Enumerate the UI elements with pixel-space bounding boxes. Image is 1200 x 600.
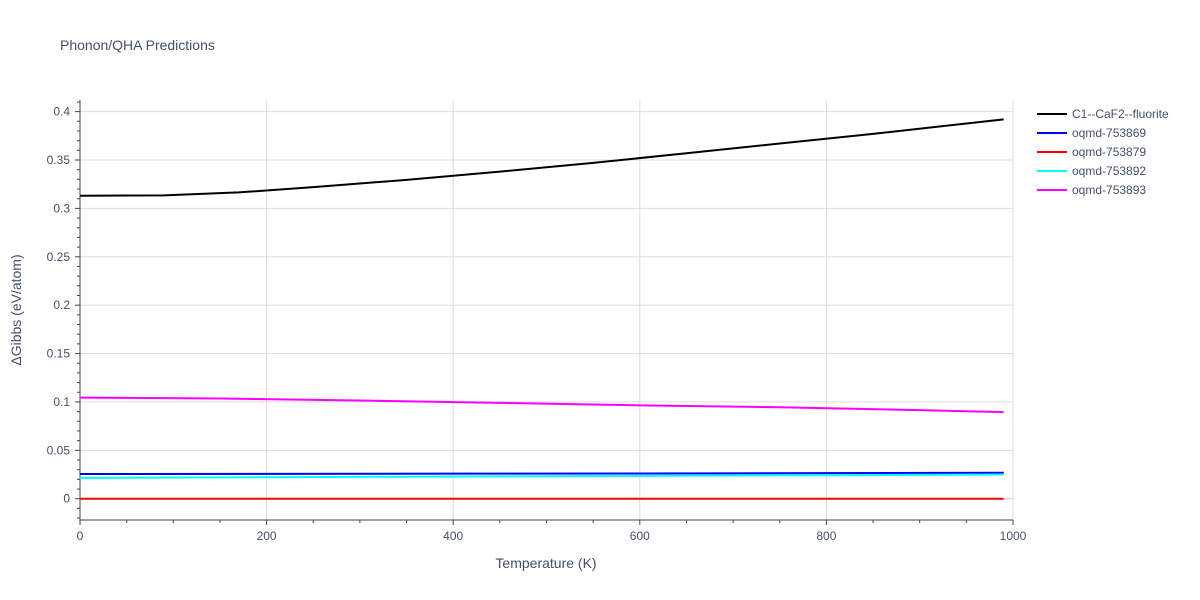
legend-label: oqmd-753869 <box>1072 126 1146 140</box>
y-tick-label: 0 <box>63 492 70 506</box>
series-lines <box>79 118 1004 500</box>
series-line-oqmd-753892[interactable] <box>79 473 1004 479</box>
y-tick-label: 0.05 <box>47 443 71 457</box>
y-axis-title: ΔGibbs (eV/atom) <box>8 254 24 365</box>
x-tick-label: 200 <box>257 529 277 543</box>
legend-item[interactable]: oqmd-753869 <box>1037 126 1146 140</box>
legend-label: oqmd-753892 <box>1072 164 1146 178</box>
x-tick-label: 400 <box>443 529 463 543</box>
axes: 0 200 400 600 800 1000 0 0.05 0.1 0.15 0.2 0.25 0.3 0… <box>47 100 1027 543</box>
grid <box>80 100 1014 520</box>
x-tick-label: 600 <box>630 529 650 543</box>
x-tick-label: 0 <box>77 529 84 543</box>
legend-item[interactable]: oqmd-753892 <box>1037 164 1146 178</box>
x-tick-label: 1000 <box>1000 529 1027 543</box>
y-tick-label: 0.3 <box>53 201 70 215</box>
chart-title: Phonon/QHA Predictions <box>60 37 215 53</box>
x-axis-title: Temperature (K) <box>495 555 596 571</box>
legend-item[interactable]: oqmd-753879 <box>1037 145 1146 159</box>
series-line-oqmd-753893[interactable] <box>79 396 1004 414</box>
series-line-oqmd-753869[interactable] <box>79 471 1004 476</box>
legend-label: C1--CaF2--fluorite <box>1072 107 1169 121</box>
y-tick-label: 0.4 <box>53 105 70 119</box>
y-tick-label: 0.2 <box>53 298 70 312</box>
x-tick-label: 800 <box>816 529 836 543</box>
y-tick-label: 0.35 <box>47 153 71 167</box>
legend-label: oqmd-753893 <box>1072 183 1146 197</box>
series-line-C1--CaF2--fluorite[interactable] <box>79 118 1004 197</box>
legend-item[interactable]: C1--CaF2--fluorite <box>1037 107 1169 121</box>
y-tick-label: 0.1 <box>53 395 70 409</box>
legend-label: oqmd-753879 <box>1072 145 1146 159</box>
legend[interactable]: C1--CaF2--fluorite oqmd-753869 oqmd-753879… <box>1037 107 1169 197</box>
y-tick-label: 0.25 <box>47 250 71 264</box>
y-tick-label: 0.15 <box>47 347 71 361</box>
legend-item[interactable]: oqmd-753893 <box>1037 183 1146 197</box>
